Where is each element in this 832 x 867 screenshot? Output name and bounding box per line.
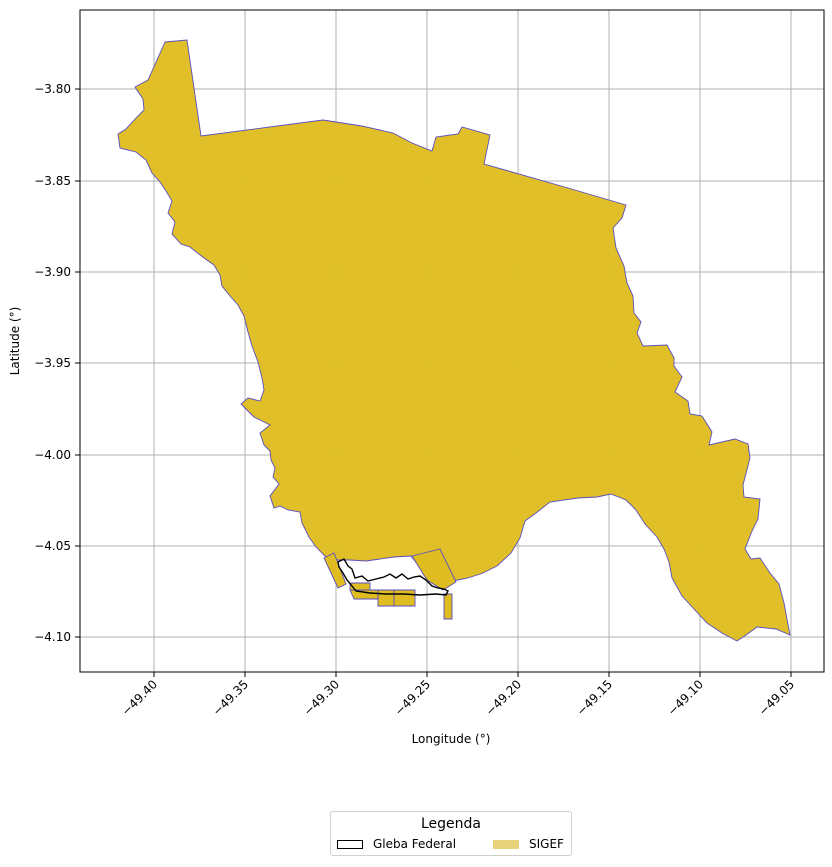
x-axis-label: Longitude (°) [412,732,491,746]
y-tick-label: −4.10 [34,630,71,644]
sigef-parcel [411,548,457,591]
x-tick-label: −49.10 [665,677,706,718]
legend: Legenda Gleba Federal SIGEF [330,811,572,856]
x-tick-label: −49.25 [392,677,433,718]
legend-item-gleba-federal: Gleba Federal [337,837,456,851]
y-tick-label: −3.90 [34,265,71,279]
y-tick-label: −4.05 [34,539,71,553]
gleba-federal-outline [337,558,449,596]
y-tick-label: −3.95 [34,356,71,370]
sigef-swatch [493,839,519,849]
sigef-main-polygon [117,39,791,642]
legend-item-label: Gleba Federal [373,837,457,851]
sigef-parcel [443,593,453,620]
sigef-small-parcels [323,548,457,620]
x-tick-marks [153,672,792,677]
sigef-parcel [323,552,347,589]
sigef-parcel [349,589,379,600]
legend-title: Legenda [420,816,481,832]
sigef-parcel [377,589,395,607]
x-tick-label: −49.20 [483,677,524,718]
x-tick-label: −49.30 [301,677,342,718]
x-tick-label: −49.40 [119,677,160,718]
x-tick-label: −49.35 [210,677,251,718]
y-axis-label: Latitude (°) [8,307,22,376]
axes-frame [79,9,825,673]
y-tick-labels: −3.80 −3.85 −3.90 −3.95 −4.00 −4.05 −4.1… [34,82,71,644]
legend-item-sigef: SIGEF [493,837,564,851]
gleba-federal-swatch [337,839,363,849]
y-tick-label: −3.80 [34,82,71,96]
x-tick-labels: −49.40 −49.35 −49.30 −49.25 −49.20 −49.1… [119,677,797,718]
x-tick-label: −49.15 [574,677,615,718]
y-tick-label: −4.00 [34,448,71,462]
x-tick-label: −49.05 [756,677,797,718]
y-tick-marks [75,88,80,638]
legend-item-label: SIGEF [529,837,564,851]
y-tick-label: −3.85 [34,174,71,188]
sigef-parcel [393,589,416,607]
